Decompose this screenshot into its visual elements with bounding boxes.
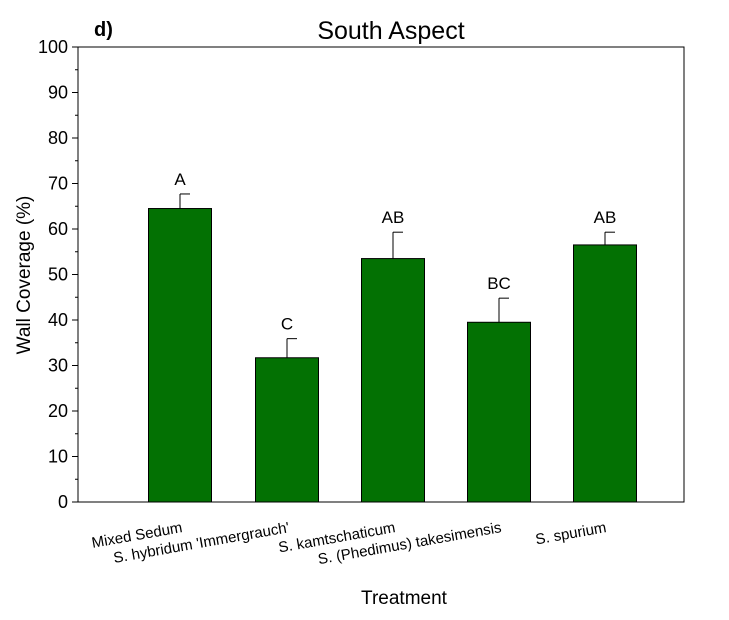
y-tick-label: 60	[48, 219, 68, 239]
bar	[361, 258, 425, 503]
bar	[148, 208, 212, 503]
chart-title: South Aspect	[317, 17, 464, 45]
y-axis: Wall Coverage (%) 0 10 20 30 40 50 60 70 80 90 100	[14, 37, 78, 512]
y-tick-label: 70	[48, 174, 68, 194]
significance-letter: BC	[487, 274, 511, 293]
y-tick-label: 10	[48, 447, 68, 467]
significance-letters: A C AB BC AB	[174, 170, 616, 334]
y-tick-label: 80	[48, 128, 68, 148]
y-tick-label: 100	[38, 37, 68, 57]
bar	[255, 357, 319, 503]
y-tick-label: 90	[48, 83, 68, 103]
y-axis-title: Wall Coverage (%)	[14, 196, 35, 355]
bars	[148, 208, 637, 503]
bar	[467, 321, 531, 503]
y-tick-label: 0	[58, 492, 68, 512]
significance-letter: C	[281, 315, 293, 334]
y-tick-label: 40	[48, 310, 68, 330]
significance-letter: A	[174, 170, 186, 189]
significance-letter: AB	[382, 208, 405, 227]
plot-frame	[77, 46, 685, 503]
y-tick-label: 30	[48, 356, 68, 376]
panel-label: d)	[94, 19, 113, 41]
x-axis-title: Treatment	[361, 588, 448, 609]
y-tick-label: 50	[48, 265, 68, 285]
error-bars	[179, 193, 615, 358]
significance-letter: AB	[594, 208, 617, 227]
y-tick-label: 20	[48, 401, 68, 421]
x-category-label: S. spurium	[534, 519, 608, 548]
bar	[573, 244, 637, 503]
